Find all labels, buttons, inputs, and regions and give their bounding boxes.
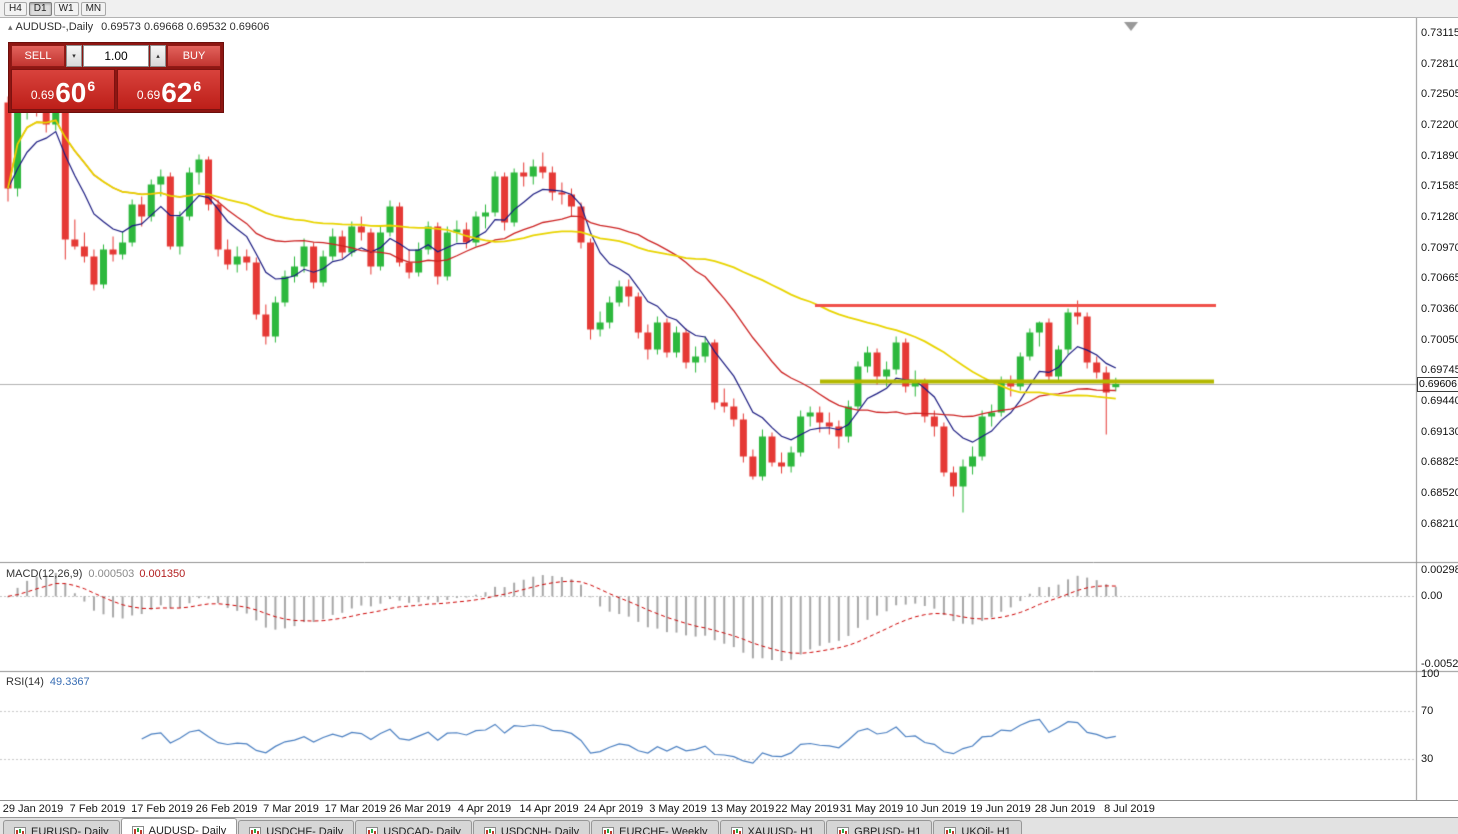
macd-name: MACD(12,26,9) — [6, 568, 82, 580]
sell-price-point: 6 — [87, 78, 95, 94]
date-axis-label: 29 Jan 2019 — [3, 803, 64, 815]
current-price-tag: 0.69606 — [1417, 377, 1458, 392]
timeframe-button-h4[interactable]: H4 — [4, 2, 27, 16]
date-axis-label: 28 Jun 2019 — [1035, 803, 1096, 815]
macd-signal-value: 0.001350 — [139, 568, 185, 580]
date-axis-label: 31 May 2019 — [840, 803, 904, 815]
chart-tab-eurusd-daily[interactable]: EURUSD- Daily — [3, 820, 120, 834]
price-axis-label: 0.70665 — [1421, 272, 1458, 284]
buy-price-display[interactable]: 0.69 62 6 — [117, 69, 221, 110]
chart-tab-ukoil-h1[interactable]: UKOil- H1 — [933, 820, 1022, 834]
volume-up-button[interactable]: ▴ — [150, 45, 166, 67]
chart-tab-audusd-daily[interactable]: AUDUSD- Daily — [121, 818, 238, 834]
sell-button[interactable]: SELL — [11, 45, 65, 67]
rsi-value: 49.3367 — [50, 676, 90, 688]
macd-main-value: 0.000503 — [88, 568, 134, 580]
chart-tab-gbpusd-h1[interactable]: GBPUSD- H1 — [826, 820, 932, 834]
date-axis-label: 17 Feb 2019 — [131, 803, 193, 815]
chart-tab-usdcad-daily[interactable]: USDCAD- Daily — [355, 820, 472, 834]
date-axis-label: 22 May 2019 — [775, 803, 839, 815]
timeframe-button-w1[interactable]: W1 — [54, 2, 79, 16]
date-axis-label: 26 Feb 2019 — [196, 803, 258, 815]
date-axis-label: 4 Apr 2019 — [458, 803, 511, 815]
chart-tab-eurchf-weekly[interactable]: EURCHF- Weekly — [591, 820, 718, 834]
price-axis-label: 0.71890 — [1421, 150, 1458, 162]
chart-tab-usdchf-daily[interactable]: USDCHF- Daily — [238, 820, 354, 834]
price-axis-label: 0.69130 — [1421, 426, 1458, 438]
price-axis-label: 0.71280 — [1421, 211, 1458, 223]
rsi-axis-label: 70 — [1421, 705, 1433, 717]
chart-title-ohlc: 0.69573 0.69668 0.69532 0.69606 — [101, 21, 269, 33]
date-axis-label: 13 May 2019 — [711, 803, 775, 815]
price-axis-label: 0.68210 — [1421, 518, 1458, 530]
price-axis-label: 0.69745 — [1421, 364, 1458, 376]
rsi-axis-label: 100 — [1421, 668, 1439, 680]
price-axis-label: 0.68825 — [1421, 456, 1458, 468]
date-axis-label: 10 Jun 2019 — [906, 803, 967, 815]
one-click-trading-panel: SELL ▾ ▴ BUY 0.69 60 6 0.69 62 6 — [8, 42, 224, 113]
date-axis-label: 19 Jun 2019 — [970, 803, 1031, 815]
date-axis-label: 17 Mar 2019 — [325, 803, 387, 815]
rsi-name: RSI(14) — [6, 676, 44, 688]
price-axis-label: 0.72505 — [1421, 88, 1458, 100]
date-axis-label: 24 Apr 2019 — [584, 803, 643, 815]
date-axis-label: 7 Feb 2019 — [70, 803, 126, 815]
price-axis-label: 0.70970 — [1421, 242, 1458, 254]
chart-tab-usdcnh-daily[interactable]: USDCNH- Daily — [473, 820, 590, 834]
chart-tab-xauusd-h1[interactable]: XAUUSD- H1 — [720, 820, 826, 834]
macd-axis-label: 0.002984 — [1421, 564, 1458, 576]
date-axis-label: 7 Mar 2019 — [263, 803, 319, 815]
price-axis-label: 0.70050 — [1421, 334, 1458, 346]
date-axis-label: 14 Apr 2019 — [519, 803, 578, 815]
price-axis-label: 0.71585 — [1421, 180, 1458, 192]
chart-title: ▴AUDUSD-,Daily 0.69573 0.69668 0.69532 0.… — [8, 21, 269, 33]
up-arrow-icon: ▴ — [156, 53, 160, 60]
price-axis-label: 0.72810 — [1421, 58, 1458, 70]
volume-input[interactable] — [83, 45, 149, 67]
macd-indicator-label: MACD(12,26,9) 0.000503 0.001350 — [6, 568, 185, 580]
buy-button[interactable]: BUY — [167, 45, 221, 67]
timeframe-button-mn[interactable]: MN — [81, 2, 107, 16]
date-axis-label: 8 Jul 2019 — [1104, 803, 1155, 815]
down-arrow-icon: ▾ — [72, 53, 76, 60]
price-axis-label: 0.68520 — [1421, 487, 1458, 499]
rsi-indicator-label: RSI(14) 49.3367 — [6, 676, 90, 688]
price-axis-label: 0.72200 — [1421, 119, 1458, 131]
sell-price-display[interactable]: 0.69 60 6 — [11, 69, 115, 110]
sell-price-pips: 60 — [55, 79, 86, 107]
buy-price-prefix: 0.69 — [137, 88, 160, 102]
buy-price-pips: 62 — [161, 79, 192, 107]
rsi-axis-label: 30 — [1421, 753, 1433, 765]
price-axis-label: 0.69440 — [1421, 395, 1458, 407]
macd-axis-label: 0.00 — [1421, 590, 1442, 602]
chart-canvas[interactable] — [0, 18, 1458, 800]
timeframe-button-d1[interactable]: D1 — [29, 2, 52, 16]
price-axis-label: 0.73115 — [1421, 27, 1458, 39]
sell-price-prefix: 0.69 — [31, 88, 54, 102]
chart-title-symbol: AUDUSD-,Daily — [16, 21, 94, 33]
date-axis-label: 26 Mar 2019 — [389, 803, 451, 815]
collapse-triangle-icon: ▴ — [8, 22, 13, 32]
buy-price-point: 6 — [193, 78, 201, 94]
price-axis-label: 0.70360 — [1421, 303, 1458, 315]
volume-down-button[interactable]: ▾ — [66, 45, 82, 67]
date-axis-label: 3 May 2019 — [649, 803, 706, 815]
